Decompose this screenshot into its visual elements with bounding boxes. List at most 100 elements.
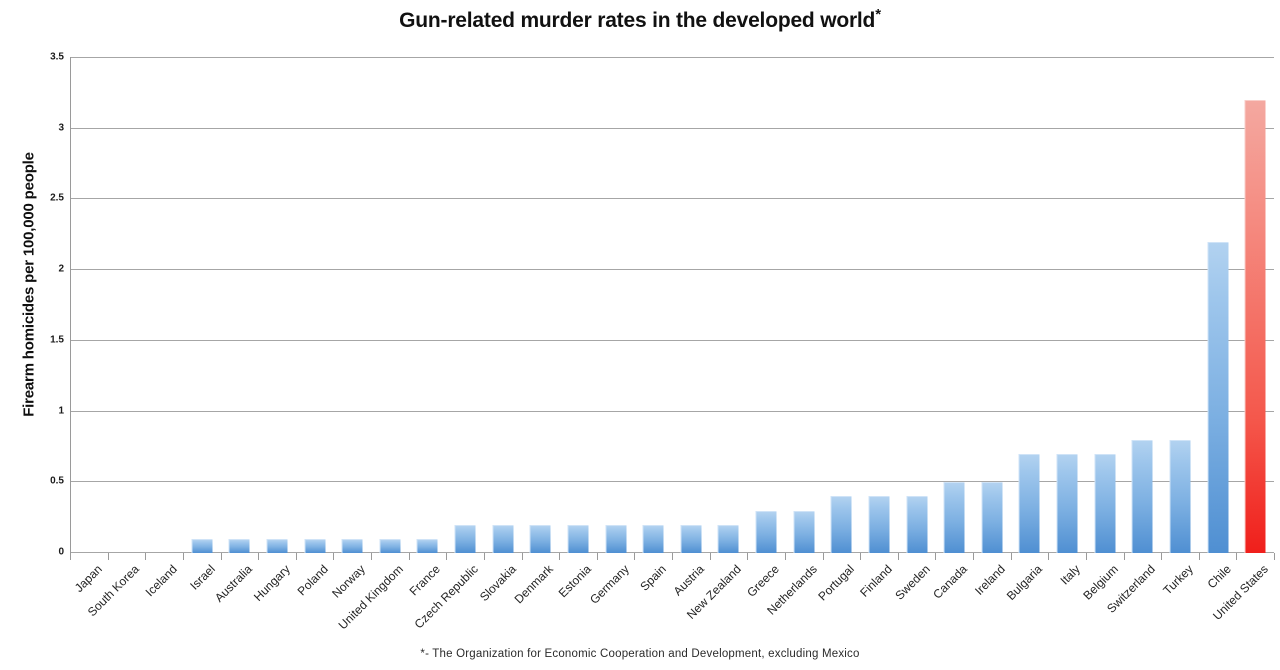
x-tick — [522, 553, 523, 560]
bar-slot — [1199, 57, 1237, 553]
x-tick — [1199, 553, 1200, 560]
x-tick — [823, 553, 824, 560]
x-tick — [785, 553, 786, 560]
bar[interactable] — [981, 482, 1003, 553]
x-tick — [597, 553, 598, 560]
y-axis-tick-labels: 0 0.5 1 1.5 2 2.5 3 3.5 — [0, 0, 64, 670]
bar-slot — [221, 57, 259, 553]
gridline-2 — [70, 269, 1274, 271]
x-tick — [446, 553, 447, 560]
y-tick-label-3: 3 — [58, 122, 64, 134]
bar[interactable] — [304, 538, 326, 553]
bar-slot — [145, 57, 183, 553]
bar-slot — [484, 57, 522, 553]
bar[interactable] — [868, 496, 890, 553]
bar[interactable] — [830, 496, 852, 553]
bar[interactable] — [605, 524, 627, 553]
bar[interactable] — [1244, 100, 1266, 553]
bar-slot — [710, 57, 748, 553]
bar-slot — [446, 57, 484, 553]
bar-slot — [108, 57, 146, 553]
bar-slot — [747, 57, 785, 553]
x-tick — [258, 553, 259, 560]
gridline-3.5 — [70, 57, 1274, 58]
y-tick-label-0: 0 — [58, 546, 64, 558]
x-tick — [1011, 553, 1012, 560]
bar-slot — [1086, 57, 1124, 553]
bar-slot — [559, 57, 597, 553]
chart-title-text: Gun-related murder rates in the develope… — [399, 9, 876, 32]
bar-slot — [823, 57, 861, 553]
x-tick — [1161, 553, 1162, 560]
bar[interactable] — [266, 538, 288, 553]
bar-slot — [258, 57, 296, 553]
chart-title: Gun-related murder rates in the develope… — [0, 6, 1280, 33]
bar-slot — [1011, 57, 1049, 553]
bar-slot — [371, 57, 409, 553]
bar-slot — [973, 57, 1011, 553]
bar[interactable] — [567, 524, 589, 553]
x-tick — [145, 553, 146, 560]
y-tick-label-2.5: 2.5 — [50, 192, 64, 204]
bar[interactable] — [416, 538, 438, 553]
bar[interactable] — [717, 524, 739, 553]
bar-slot — [70, 57, 108, 553]
bar[interactable] — [755, 510, 777, 553]
bar[interactable] — [680, 524, 702, 553]
x-tick — [1124, 553, 1125, 560]
x-tick — [183, 553, 184, 560]
gridline-1.5 — [70, 339, 1274, 341]
bar[interactable] — [906, 496, 928, 553]
bar-slot — [935, 57, 973, 553]
bar[interactable] — [1018, 454, 1040, 553]
bar[interactable] — [191, 538, 213, 553]
y-tick-label-0.5: 0.5 — [50, 475, 64, 487]
bar-slot — [634, 57, 672, 553]
bar-slot — [409, 57, 447, 553]
y-tick-label-1: 1 — [58, 405, 64, 417]
bar[interactable] — [642, 524, 664, 553]
x-tick — [1236, 553, 1237, 560]
x-tick — [634, 553, 635, 560]
x-tick — [108, 553, 109, 560]
x-tick — [559, 553, 560, 560]
x-tick — [935, 553, 936, 560]
y-axis-spine — [70, 57, 71, 553]
x-tick — [672, 553, 673, 560]
bar[interactable] — [793, 510, 815, 553]
bar[interactable] — [454, 524, 476, 553]
bar[interactable] — [341, 538, 363, 553]
bar[interactable] — [492, 524, 514, 553]
x-tick — [70, 553, 71, 560]
bar-slot — [785, 57, 823, 553]
y-tick-label-2: 2 — [58, 263, 64, 275]
bar-slot — [1161, 57, 1199, 553]
x-tick — [371, 553, 372, 560]
x-tick — [484, 553, 485, 560]
gridline-0 — [70, 552, 1274, 553]
bar[interactable] — [1094, 454, 1116, 553]
plot-area — [70, 57, 1274, 553]
x-axis-ticks — [70, 553, 1275, 560]
bar[interactable] — [1056, 454, 1078, 553]
gridline-2.5 — [70, 198, 1274, 200]
x-tick — [860, 553, 861, 560]
x-tick — [973, 553, 974, 560]
y-tick-label-1.5: 1.5 — [50, 334, 64, 346]
bar[interactable] — [943, 482, 965, 553]
bar[interactable] — [529, 524, 551, 553]
x-tick — [1274, 553, 1275, 560]
bar-slot — [1124, 57, 1162, 553]
bar-slot — [1236, 57, 1274, 553]
bar[interactable] — [1169, 439, 1191, 553]
bar[interactable] — [228, 538, 250, 553]
bar-slot — [333, 57, 371, 553]
bar[interactable] — [1207, 241, 1229, 553]
gridline-1 — [70, 410, 1274, 412]
bar[interactable] — [1131, 439, 1153, 553]
x-tick — [710, 553, 711, 560]
x-tick — [747, 553, 748, 560]
x-axis-category-labels: Japan South Korea Iceland Israel Australia Hu… — [70, 562, 1274, 652]
gridline-0.5 — [70, 481, 1274, 483]
bar[interactable] — [379, 538, 401, 553]
